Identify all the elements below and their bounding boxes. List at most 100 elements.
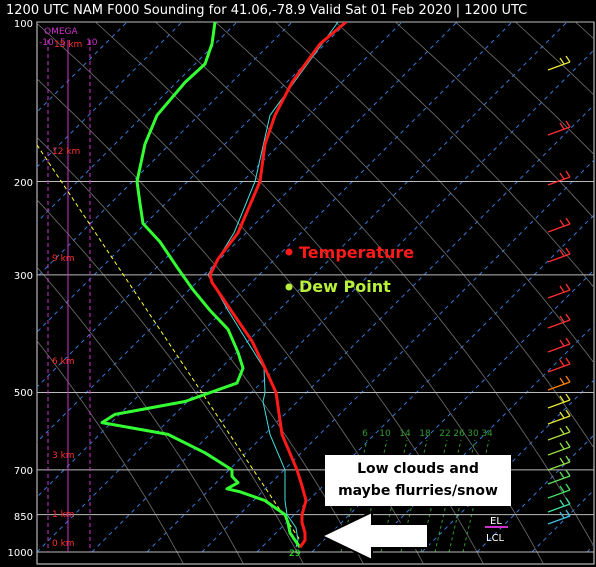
- callout-arrow: [319, 510, 429, 562]
- wind-barb-flag: [565, 247, 571, 255]
- dewpoint-line: [100, 22, 302, 549]
- isotherm-line: [37, 22, 458, 443]
- wind-barb: [547, 223, 571, 233]
- wind-barb-flag: [565, 509, 571, 517]
- isotherm-line: [37, 22, 238, 223]
- mixing-ratio-label: 30: [467, 429, 479, 439]
- pressure-label-100: 100: [14, 19, 33, 30]
- wind-barb: [547, 431, 571, 441]
- wind-barb: [547, 415, 571, 425]
- wind-barb-flag: [559, 427, 565, 435]
- isotherm-line: [37, 22, 348, 333]
- height-label-9km: 9 km: [52, 254, 75, 264]
- isotherm-line: [37, 22, 403, 388]
- wind-barb-flag: [565, 469, 571, 477]
- wind-barb-flag: [565, 425, 571, 433]
- wind-barb-flag: [565, 170, 571, 178]
- dry-adiabat: [155, 22, 594, 548]
- wind-barb-flag: [559, 411, 565, 419]
- wind-barb-flag: [559, 249, 565, 257]
- parcel-path-line: [37, 144, 301, 541]
- wind-barb-flag: [559, 395, 565, 403]
- mixing-ratio-label: 22: [439, 429, 450, 439]
- isotherm-line: [37, 22, 128, 113]
- wind-barb-flag: [559, 285, 565, 293]
- surface-temperature-value: 29: [289, 549, 301, 559]
- wind-barb-flag: [559, 172, 565, 180]
- height-label-1km: 1 km: [52, 510, 75, 520]
- wind-barb-flag: [565, 393, 571, 401]
- dewpoint-legend-label: Dew Point: [299, 277, 391, 296]
- wind-barb: [547, 515, 571, 525]
- dry-adiabat: [37, 266, 244, 564]
- dry-adiabat: [37, 199, 304, 564]
- wind-barb: [547, 461, 571, 471]
- dry-adiabat: [95, 22, 544, 564]
- height-label-15km: 15 km: [54, 40, 82, 50]
- wind-barb-flag: [565, 375, 571, 383]
- wind-barb: [547, 363, 571, 373]
- wind-barb: [547, 475, 571, 485]
- height-label-3km: 3 km: [52, 451, 75, 461]
- wind-barb-flag: [559, 511, 565, 519]
- isotherm-line: [37, 22, 293, 278]
- mixing-ratio-line: [448, 439, 476, 553]
- wind-barb-flag: [559, 219, 565, 227]
- mixing-ratio-label: 10: [379, 429, 391, 439]
- wind-barb-flag: [559, 471, 565, 479]
- wind-barb: [547, 399, 571, 409]
- wind-barb-flag: [559, 485, 565, 493]
- wind-barb-flag: [565, 55, 571, 63]
- wind-barb-flag: [565, 283, 571, 291]
- dry-adiabat: [335, 22, 594, 288]
- wind-barb: [547, 381, 571, 391]
- mixing-ratio-label: 26: [453, 429, 465, 439]
- isotherm-line: [37, 22, 183, 168]
- wind-barb-flag: [559, 499, 565, 507]
- wind-barb: [547, 176, 571, 186]
- temperature-legend-dot: [285, 248, 293, 256]
- wind-barb: [547, 253, 571, 263]
- dry-adiabat: [275, 22, 594, 364]
- height-label-12km: 12 km: [52, 147, 80, 157]
- isotherm-line: [37, 22, 568, 553]
- wind-barb: [547, 289, 571, 299]
- pressure-label-300: 300: [14, 271, 33, 282]
- wind-barb-flag: [565, 409, 571, 417]
- isotherm-line: [37, 22, 513, 498]
- wind-barb-flag: [565, 120, 571, 128]
- callout-line-1: Low clouds and: [357, 461, 479, 477]
- wind-barb: [547, 319, 571, 329]
- wind-barb-flag: [565, 217, 571, 225]
- omega-tick-mid: 5: [60, 38, 66, 48]
- mixing-ratio-label: 18: [419, 429, 431, 439]
- mixing-ratio-label: 34: [481, 429, 493, 439]
- wind-barb-flag: [565, 440, 571, 448]
- wind-barb: [547, 446, 571, 456]
- dry-adiabat: [37, 340, 184, 564]
- wind-barb-flag: [565, 455, 571, 463]
- isotherm-line: [146, 104, 594, 553]
- pressure-label-200: 200: [14, 178, 33, 189]
- omega-tick-left: -10: [39, 38, 54, 48]
- mixing-ratio-label: 6: [362, 429, 368, 439]
- wind-barb-flag: [559, 122, 565, 130]
- wind-barb-flag: [559, 442, 565, 450]
- el-label: EL: [490, 516, 502, 527]
- lcl-label: LCL: [486, 533, 505, 544]
- temperature-legend-label: Temperature: [299, 243, 414, 262]
- virtual-temperature-line: [207, 22, 339, 548]
- height-label-0km: 0 km: [52, 539, 75, 549]
- wind-barb-flag: [559, 339, 565, 347]
- wind-barb-flag: [565, 357, 571, 365]
- isotherm-line: [91, 49, 594, 553]
- omega-tick-right: 10: [86, 38, 98, 48]
- pressure-label-500: 500: [14, 388, 33, 399]
- wind-barb-flag: [565, 313, 571, 321]
- wind-barb: [547, 343, 571, 353]
- wind-barb: [547, 126, 571, 136]
- wind-barb-flag: [559, 315, 565, 323]
- wind-barb: [547, 503, 571, 513]
- callout-box: Low clouds and maybe flurries/snow: [325, 455, 511, 506]
- wind-barb-flag: [559, 457, 565, 465]
